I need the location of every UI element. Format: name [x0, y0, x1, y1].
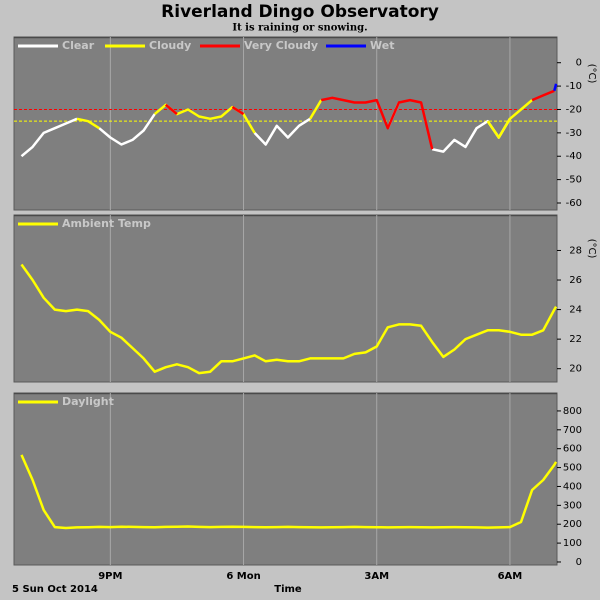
legend-label: Wet: [370, 39, 394, 52]
date-label: 5 Sun Oct 2014: [12, 584, 98, 595]
y-tick-label: 28: [569, 245, 582, 256]
y-tick-label: 500: [563, 463, 582, 474]
legend-label: Daylight: [62, 395, 114, 408]
series-line: [164, 89, 555, 150]
x-tick-label: 6 Mon: [226, 571, 260, 582]
y-tick-label: -40: [566, 151, 582, 162]
x-tick-label: 3AM: [364, 571, 389, 582]
y-tick-label: -60: [566, 198, 582, 209]
y-tick-label: 22: [569, 334, 582, 345]
y-axis-label: (°C): [586, 239, 597, 259]
y-tick-label: 400: [563, 481, 582, 492]
y-tick-label: 200: [563, 519, 582, 530]
series-line: [20, 263, 558, 375]
y-tick-label: 600: [563, 444, 582, 455]
series-line: [76, 99, 533, 139]
x-tick-label: 9PM: [98, 571, 122, 582]
legend-label: Ambient Temp: [62, 217, 151, 230]
y-tick-label: -30: [566, 128, 582, 139]
x-tick-label: 6AM: [498, 571, 523, 582]
y-tick-label: 800: [563, 406, 582, 417]
y-axis-label: (°C): [586, 64, 597, 84]
y-tick-label: 24: [569, 305, 582, 316]
y-tick-label: 100: [563, 538, 582, 549]
y-tick-label: -50: [566, 175, 582, 186]
x-axis-label: Time: [274, 584, 302, 595]
y-tick-label: -20: [566, 104, 582, 115]
legend-label: Clear: [62, 39, 95, 52]
y-tick-label: 20: [569, 364, 582, 375]
panel: [13, 36, 558, 211]
legend-label: Very Cloudy: [244, 39, 318, 52]
subtitle: It is raining or snowing.: [232, 23, 367, 34]
legend-label: Cloudy: [149, 39, 191, 52]
y-tick-label: 300: [563, 500, 582, 511]
panel: [13, 392, 558, 566]
chart-title: Riverland Dingo Observatory: [161, 2, 439, 22]
y-tick-label: 0: [576, 58, 582, 69]
panel: [13, 214, 558, 383]
series-line: [553, 83, 558, 92]
y-tick-label: 26: [569, 275, 582, 286]
series-line: [20, 454, 558, 530]
series-line: [20, 102, 511, 158]
y-tick-label: 700: [563, 425, 582, 436]
y-tick-label: -10: [566, 81, 582, 92]
y-tick-label: 0: [576, 557, 582, 568]
